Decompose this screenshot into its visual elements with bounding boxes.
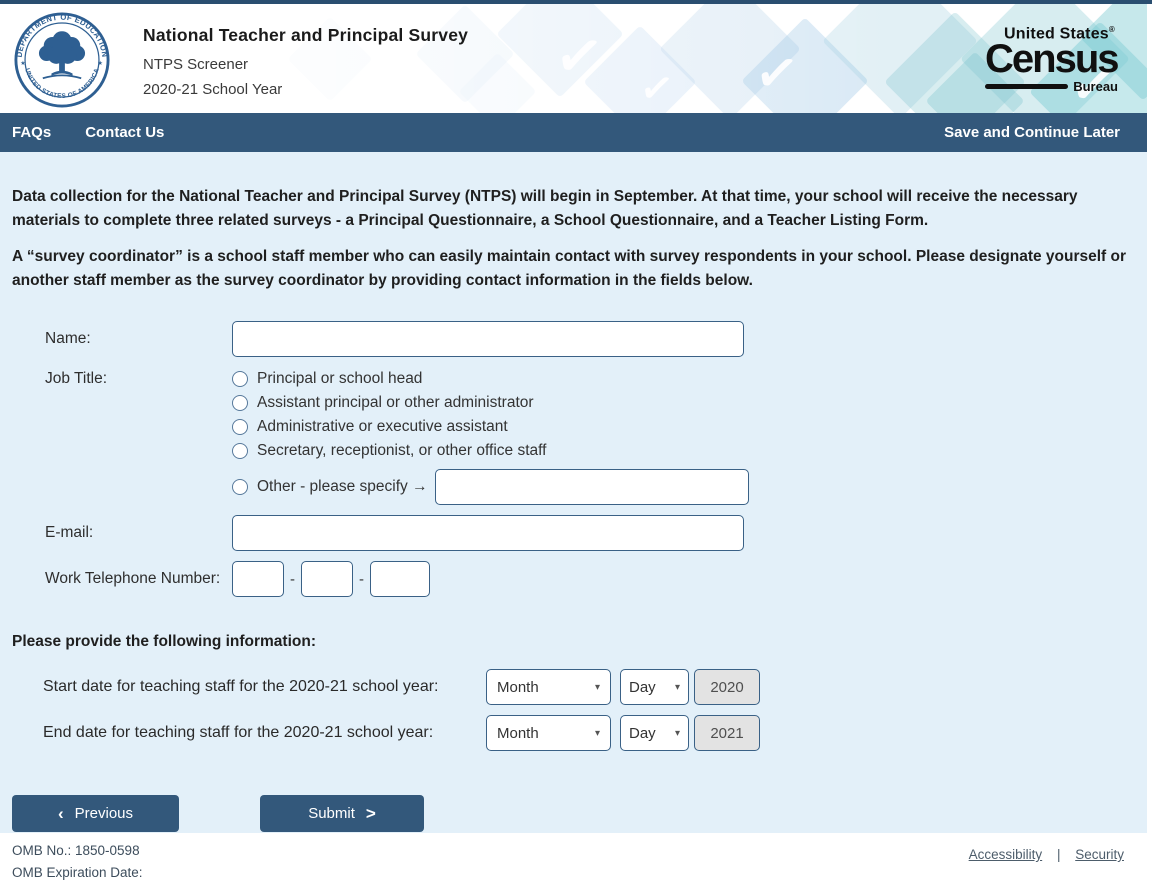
phone-area-code-input[interactable] (232, 561, 284, 597)
start-day-select[interactable]: Day ▾ (620, 669, 689, 705)
email-row: E-mail: (0, 515, 1147, 551)
census-logo-bar (985, 84, 1069, 90)
save-and-continue-later-link[interactable]: Save and Continue Later (944, 124, 1120, 141)
page-title: National Teacher and Principal Survey (143, 25, 469, 45)
button-row: ‹ Previous Submit > (0, 795, 1147, 832)
start-date-label: Start date for teaching staff for the 20… (43, 678, 439, 695)
name-row: Name: (0, 321, 1147, 357)
page-subtitle: NTPS Screener (143, 56, 249, 73)
page-top-border (0, 0, 1152, 4)
phone-label: Work Telephone Number: (45, 570, 221, 587)
security-link[interactable]: Security (1075, 847, 1124, 862)
coordinator-form: Name: Job Title: Principal or school hea… (0, 321, 1147, 597)
radio-button-icon[interactable] (232, 371, 248, 387)
intro-paragraph-2: A “survey coordinator” is a school staff… (12, 248, 1127, 289)
main-content: Data collection for the National Teacher… (0, 152, 1147, 833)
submit-button-label: Submit (308, 805, 355, 822)
chevron-down-icon: ▾ (594, 727, 600, 739)
select-value: Month (497, 724, 539, 742)
nav-faqs-link[interactable]: FAQs (12, 124, 52, 141)
name-input[interactable] (232, 321, 744, 357)
census-bureau-text: Bureau (1073, 79, 1118, 95)
other-option-label: Other - please specify → (257, 478, 428, 495)
start-date-row: Start date for teaching staff for the 20… (0, 669, 1147, 705)
name-label: Name: (45, 330, 91, 347)
nav-contact-us-link[interactable]: Contact Us (85, 124, 165, 141)
radio-button-icon[interactable] (232, 479, 248, 495)
footer-link-separator: | (1056, 847, 1061, 862)
other-specify-input[interactable] (434, 469, 749, 505)
job-option-secretary[interactable]: Secretary, receptionist, or other office… (232, 439, 749, 463)
job-title-options: Principal or school head Assistant princ… (232, 367, 749, 505)
previous-button[interactable]: ‹ Previous (12, 795, 179, 832)
chevron-down-icon: ▾ (594, 681, 600, 693)
select-value: Month (497, 678, 539, 696)
job-option-label: Administrative or executive assistant (257, 418, 508, 435)
email-input[interactable] (232, 515, 744, 551)
phone-separator: - (290, 570, 295, 588)
job-option-principal[interactable]: Principal or school head (232, 367, 749, 391)
school-year-label: 2020-21 School Year (143, 81, 283, 98)
phone-row: Work Telephone Number: - - (0, 561, 1147, 597)
title-block: National Teacher and Principal Survey NT… (143, 25, 468, 106)
end-date-row: End date for teaching staff for the 2020… (0, 715, 1147, 751)
registered-mark: ® (1108, 25, 1115, 34)
end-year-box: 2021 (694, 715, 760, 751)
section-heading: Please provide the following information… (12, 633, 316, 650)
job-option-label: Assistant principal or other administrat… (257, 394, 534, 411)
footer: OMB No.: 1850-0598 OMB Expiration Date: … (0, 833, 1152, 891)
start-month-select[interactable]: Month ▾ (486, 669, 611, 705)
chevron-left-icon: ‹ (57, 804, 64, 823)
start-year-box: 2020 (694, 669, 760, 705)
job-option-label: Secretary, receptionist, or other office… (257, 442, 547, 459)
phone-line-input[interactable] (370, 561, 430, 597)
end-day-select[interactable]: Day ▾ (620, 715, 689, 751)
accessibility-link[interactable]: Accessibility (968, 847, 1043, 862)
omb-number: OMB No.: 1850-0598 (12, 843, 140, 858)
end-month-select[interactable]: Month ▾ (486, 715, 611, 751)
select-value: Day (629, 678, 656, 696)
job-option-label: Principal or school head (257, 370, 423, 387)
email-label: E-mail: (45, 524, 94, 541)
phone-prefix-input[interactable] (301, 561, 353, 597)
job-option-other[interactable]: Other - please specify → (232, 469, 749, 505)
footer-links: Accessibility | Security (969, 847, 1124, 862)
seal-star-icon: ★ (20, 60, 25, 67)
job-title-label: Job Title: (45, 370, 108, 387)
job-title-row: Job Title: Principal or school head Assi… (0, 367, 1147, 505)
chevron-down-icon: ▾ (674, 681, 680, 693)
job-option-assistant-principal[interactable]: Assistant principal or other administrat… (232, 391, 749, 415)
radio-button-icon[interactable] (232, 443, 248, 459)
seal-tree-icon (38, 31, 86, 80)
seal-star-icon: ★ (98, 60, 103, 67)
radio-button-icon[interactable] (232, 419, 248, 435)
chevron-right-icon: > (365, 804, 376, 823)
department-of-education-seal: DEPARTMENT OF EDUCATION UNITED STATES OF… (14, 12, 110, 108)
nav-bar: FAQs Contact Us Save and Continue Later (0, 113, 1147, 152)
radio-button-icon[interactable] (232, 395, 248, 411)
census-united-states-text: United States® (1004, 25, 1115, 43)
phone-separator: - (359, 570, 364, 588)
intro-paragraph-1: Data collection for the National Teacher… (12, 188, 1078, 229)
submit-button[interactable]: Submit > (260, 795, 424, 832)
census-bureau-logo: United States® Census Bureau (985, 25, 1120, 95)
header: ✓ ✓ ✓ ✓ DEPARTMENT OF EDUCATION UNITED S… (0, 4, 1147, 113)
end-date-label: End date for teaching staff for the 2020… (43, 724, 434, 741)
census-wordmark: Census (985, 37, 1120, 82)
chevron-down-icon: ▾ (674, 727, 680, 739)
job-option-admin-assistant[interactable]: Administrative or executive assistant (232, 415, 749, 439)
select-value: Day (629, 724, 656, 742)
header-pattern: ✓ ✓ ✓ ✓ (0, 4, 1147, 113)
previous-button-label: Previous (74, 805, 134, 822)
omb-expiration: OMB Expiration Date: (12, 865, 143, 880)
